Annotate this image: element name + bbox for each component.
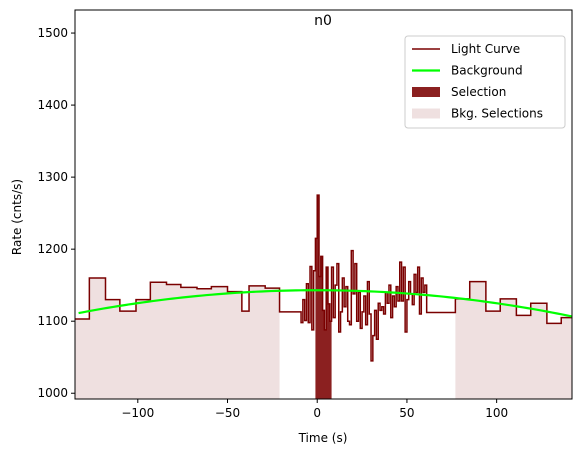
legend-label-3: Bkg. Selections bbox=[451, 107, 543, 121]
x-tick-label: −100 bbox=[121, 406, 154, 420]
y-tick-label: 1100 bbox=[37, 314, 68, 328]
y-tick-label: 1400 bbox=[37, 98, 68, 112]
legend-label-2: Selection bbox=[451, 85, 506, 99]
y-axis-label: Rate (cnts/s) bbox=[10, 179, 24, 255]
x-tick-label: 50 bbox=[399, 406, 414, 420]
y-tick-label: 1200 bbox=[37, 242, 68, 256]
plot-area bbox=[74, 9, 573, 400]
y-tick-label: 1300 bbox=[37, 170, 68, 184]
selection-layer bbox=[315, 195, 332, 399]
chart-title: n0 bbox=[314, 13, 332, 29]
x-tick-label: 100 bbox=[485, 406, 508, 420]
y-axis-ticks: 1000 1100 1200 1300 1400 1500 bbox=[37, 26, 75, 400]
selection-area bbox=[315, 195, 332, 399]
bkg-selection-0 bbox=[75, 277, 280, 399]
legend: Light Curve Background Selection Bkg. Selec… bbox=[404, 35, 566, 129]
x-axis-label: Time (s) bbox=[298, 431, 348, 445]
legend-swatch-2 bbox=[412, 87, 440, 97]
light-curve-layer bbox=[75, 194, 572, 362]
x-tick-label: 0 bbox=[313, 406, 321, 420]
legend-swatch-3 bbox=[412, 108, 440, 119]
legend-label-0: Light Curve bbox=[451, 42, 520, 56]
y-tick-label: 1500 bbox=[37, 26, 68, 40]
plot-frame bbox=[74, 9, 573, 400]
legend-frame bbox=[404, 35, 566, 129]
light-curve-line bbox=[75, 194, 572, 362]
y-tick-label: 1000 bbox=[37, 386, 68, 400]
x-axis-ticks: −100 −50 0 50 100 bbox=[121, 399, 508, 420]
background-curve bbox=[78, 289, 572, 318]
x-tick-label: −50 bbox=[215, 406, 240, 420]
legend-label-1: Background bbox=[451, 64, 523, 78]
background-layer bbox=[78, 289, 572, 318]
